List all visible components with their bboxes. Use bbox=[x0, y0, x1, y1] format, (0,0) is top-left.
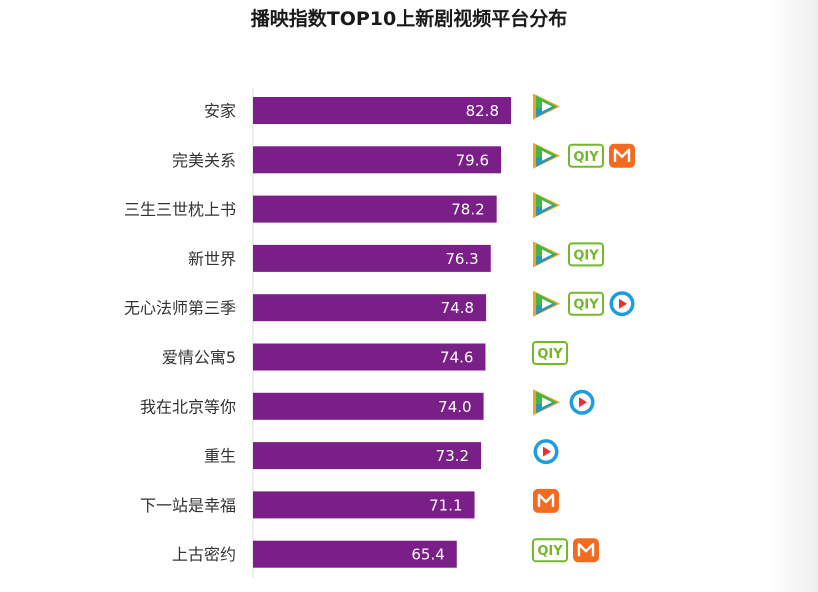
value-label: 65.4 bbox=[411, 546, 444, 564]
category-label: 下一站是幸福 bbox=[140, 496, 236, 515]
bars-group: 安家 82.8 完美关系 79.6 三生三世枕上书 78.2 新世界 76.3 无心法师第三季 7… bbox=[124, 97, 511, 568]
iqiyi-logo-text: QIY bbox=[537, 544, 563, 559]
bar bbox=[253, 244, 491, 272]
bar bbox=[253, 146, 502, 174]
category-label: 上古密约 bbox=[172, 545, 236, 564]
value-label: 82.8 bbox=[466, 102, 499, 120]
youku-icon bbox=[569, 389, 595, 415]
tencent-video-icon bbox=[533, 93, 560, 120]
mgtv-icon bbox=[533, 488, 559, 513]
value-label: 79.6 bbox=[456, 151, 489, 169]
iqiyi-logo-text: QIY bbox=[573, 150, 599, 165]
mgtv-icon bbox=[573, 538, 599, 563]
tencent-video-icon bbox=[533, 192, 560, 219]
bar bbox=[253, 442, 482, 470]
background-shade bbox=[770, 0, 818, 592]
bar bbox=[253, 97, 511, 124]
platform-icons-group: QIY QIY QIY QIY QIY bbox=[532, 93, 635, 563]
iqiyi-logo-text: QIY bbox=[573, 248, 599, 263]
tencent-video-icon bbox=[533, 389, 560, 416]
category-label: 三生三世枕上书 bbox=[124, 200, 236, 219]
value-label: 74.8 bbox=[441, 299, 474, 317]
category-label: 无心法师第三季 bbox=[124, 299, 236, 318]
youku-icon bbox=[609, 291, 635, 317]
iqiyi-icon: QIY bbox=[532, 341, 568, 365]
bar bbox=[253, 392, 484, 420]
bar bbox=[253, 294, 487, 322]
bar bbox=[253, 491, 475, 519]
bar bbox=[253, 195, 497, 223]
youku-icon bbox=[533, 439, 559, 465]
value-label: 71.1 bbox=[429, 496, 462, 514]
mgtv-icon bbox=[609, 143, 635, 168]
iqiyi-icon: QIY bbox=[568, 291, 604, 316]
value-label: 76.3 bbox=[445, 250, 478, 268]
iqiyi-logo-text: QIY bbox=[573, 298, 599, 313]
value-label: 74.0 bbox=[438, 398, 471, 416]
chart-title: 播映指数TOP10上新剧视频平台分布 bbox=[251, 7, 567, 30]
bar bbox=[253, 540, 457, 568]
iqiyi-icon: QIY bbox=[532, 538, 568, 563]
category-label: 新世界 bbox=[188, 249, 236, 268]
iqiyi-icon: QIY bbox=[568, 242, 604, 267]
value-label: 74.6 bbox=[440, 349, 473, 367]
tencent-video-icon bbox=[533, 241, 560, 268]
iqiyi-icon: QIY bbox=[568, 143, 604, 168]
tencent-video-icon bbox=[533, 290, 560, 317]
bar bbox=[253, 343, 486, 371]
category-label: 爱情公寓5 bbox=[162, 348, 236, 367]
category-label: 重生 bbox=[204, 447, 236, 466]
category-label: 完美关系 bbox=[172, 151, 236, 170]
category-label: 我在北京等你 bbox=[140, 397, 236, 416]
tencent-video-icon bbox=[533, 142, 560, 169]
category-label: 安家 bbox=[204, 102, 236, 121]
value-label: 78.2 bbox=[451, 201, 484, 219]
value-label: 73.2 bbox=[436, 447, 469, 465]
iqiyi-logo-text: QIY bbox=[537, 347, 563, 362]
